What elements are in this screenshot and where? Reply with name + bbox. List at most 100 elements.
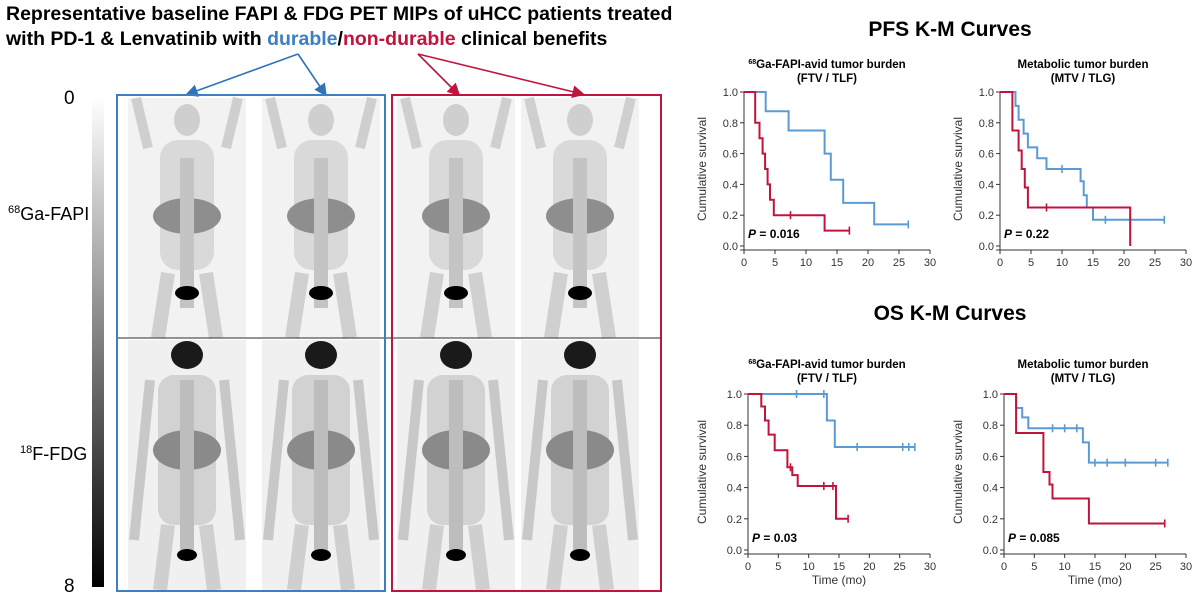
colorbar-max-label: 0 xyxy=(64,88,75,109)
durable-frame xyxy=(116,94,386,592)
x-tick-label: 10 xyxy=(803,561,815,573)
km-series-line xyxy=(1000,91,1165,221)
y-tick-label: 0.6 xyxy=(983,451,998,463)
non-durable-label: non-durable xyxy=(342,28,456,50)
x-tick-label: 10 xyxy=(1056,257,1068,269)
p-symbol: P xyxy=(1004,227,1013,241)
km-series-line xyxy=(744,91,850,232)
x-tick-label: 0 xyxy=(741,257,747,269)
p-value: = 0.085 xyxy=(1016,531,1060,545)
x-tick-label: 10 xyxy=(800,257,812,269)
x-tick-label: 15 xyxy=(833,561,845,573)
y-tick-label: 0.0 xyxy=(979,241,994,253)
p-value-label: P = 0.22 xyxy=(1004,227,1049,241)
km-series-line xyxy=(1004,393,1168,464)
y-tick-label: 0.4 xyxy=(727,483,742,495)
x-tick-label: 30 xyxy=(1180,257,1192,269)
x-tick-label: 30 xyxy=(924,561,936,573)
x-tick-label: 20 xyxy=(1118,257,1130,269)
row-label-fapi-tracer: Ga-FAPI xyxy=(20,204,90,224)
km-series-line xyxy=(748,393,849,520)
y-tick-label: 0.2 xyxy=(983,514,998,526)
y-tick-label: 0.4 xyxy=(723,179,738,191)
y-tick-label: 0.4 xyxy=(983,483,998,495)
y-axis-label: Cumulative survival xyxy=(695,117,709,221)
durable-label: durable xyxy=(267,28,338,50)
title-text-b: clinical benefits xyxy=(455,28,608,50)
y-tick-label: 0.8 xyxy=(723,118,738,130)
figure-title: Representative baseline FAPI & FDG PET M… xyxy=(6,2,706,52)
title-text-a: with PD-1 & Lenvatinib with xyxy=(6,28,268,50)
colorbar xyxy=(92,97,104,587)
x-tick-label: 0 xyxy=(997,257,1003,269)
arrow-nondurable-left xyxy=(417,53,461,97)
p-value: = 0.22 xyxy=(1012,227,1049,241)
figure-title-line2: with PD-1 & Lenvatinib with durable/non-… xyxy=(6,27,706,52)
y-tick-label: 1.0 xyxy=(979,87,994,99)
x-tick-label: 5 xyxy=(772,257,778,269)
row-label-fdg: 18F-FDG xyxy=(20,444,87,465)
km-series-line xyxy=(748,393,915,448)
x-axis-label: Time (mo) xyxy=(812,573,866,587)
y-tick-label: 0.4 xyxy=(979,179,994,191)
p-value-label: P = 0.016 xyxy=(748,227,800,241)
km-chart-os-fapi: 68Ga-FAPI-avid tumor burden (FTV / TLF) 0.… xyxy=(695,359,936,587)
p-symbol: P xyxy=(748,227,757,241)
row-label-fdg-tracer: F-FDG xyxy=(32,444,88,464)
chart-title-sup: 68 xyxy=(748,359,756,366)
p-symbol: P xyxy=(752,531,761,545)
y-tick-label: 1.0 xyxy=(727,389,742,401)
y-axis-label: Cumulative survival xyxy=(951,117,965,221)
pet-mip-panel: 0 8 68Ga-FAPI 18F-FDG xyxy=(8,53,662,597)
non-durable-frame xyxy=(391,94,662,592)
row-label-fapi: 68Ga-FAPI xyxy=(8,204,89,225)
x-tick-label: 15 xyxy=(1087,257,1099,269)
chart-subtitle: (MTV / TLG) xyxy=(1051,373,1116,385)
pfs-section-title: PFS K-M Curves xyxy=(868,18,1032,41)
p-symbol: P xyxy=(1008,531,1017,545)
km-chart-pfs-metabolic: Metabolic tumor burden (MTV / TLG) 0.0 0.2 0… xyxy=(951,59,1192,270)
chart-title: 68Ga-FAPI-avid tumor burden xyxy=(748,359,905,371)
x-tick-label: 20 xyxy=(862,257,874,269)
y-tick-label: 0.6 xyxy=(979,149,994,161)
km-series-line xyxy=(744,91,909,226)
p-value-label: P = 0.085 xyxy=(1008,531,1060,545)
x-tick-label: 20 xyxy=(863,561,875,573)
row-label-fdg-isotope: 18 xyxy=(20,444,33,456)
x-tick-label: 5 xyxy=(1031,561,1037,573)
x-tick-label: 25 xyxy=(893,257,905,269)
arrow-nondurable-right xyxy=(417,53,586,98)
chart-title-main: Ga-FAPI-avid tumor burden xyxy=(756,59,906,71)
y-tick-label: 0.0 xyxy=(983,545,998,557)
chart-title: Metabolic tumor burden xyxy=(1018,359,1149,371)
chart-subtitle: (FTV / TLF) xyxy=(797,373,857,385)
x-tick-label: 5 xyxy=(775,561,781,573)
x-tick-label: 25 xyxy=(1150,561,1162,573)
km-chart-pfs-fapi: 68Ga-FAPI-avid tumor burden (FTV / TLF) 0.… xyxy=(695,59,936,270)
chart-subtitle: (FTV / TLF) xyxy=(797,73,857,85)
row-label-fapi-isotope: 68 xyxy=(8,204,21,216)
os-section-title: OS K-M Curves xyxy=(873,302,1027,325)
y-tick-label: 0.2 xyxy=(727,514,742,526)
y-tick-label: 0.8 xyxy=(979,118,994,130)
x-tick-label: 5 xyxy=(1028,257,1034,269)
title-slash: / xyxy=(337,28,343,50)
arrow-durable-right xyxy=(297,53,327,97)
y-tick-label: 0.6 xyxy=(723,149,738,161)
p-value: = 0.03 xyxy=(760,531,797,545)
x-tick-label: 30 xyxy=(1180,561,1192,573)
x-tick-label: 30 xyxy=(924,257,936,269)
x-tick-label: 25 xyxy=(894,561,906,573)
chart-subtitle: (MTV / TLG) xyxy=(1051,73,1116,85)
x-axis-label: Time (mo) xyxy=(1066,269,1120,270)
y-tick-label: 0.0 xyxy=(723,241,738,253)
figure-title-line1: Representative baseline FAPI & FDG PET M… xyxy=(6,3,673,25)
y-tick-label: 0.2 xyxy=(723,210,738,222)
chart-title: Metabolic tumor burden xyxy=(1018,59,1149,71)
arrow-durable-left xyxy=(184,53,299,97)
x-tick-label: 0 xyxy=(1001,561,1007,573)
x-tick-label: 15 xyxy=(1089,561,1101,573)
chart-title-main: Ga-FAPI-avid tumor burden xyxy=(756,359,906,371)
p-value: = 0.016 xyxy=(756,227,800,241)
y-tick-label: 0.0 xyxy=(727,545,742,557)
